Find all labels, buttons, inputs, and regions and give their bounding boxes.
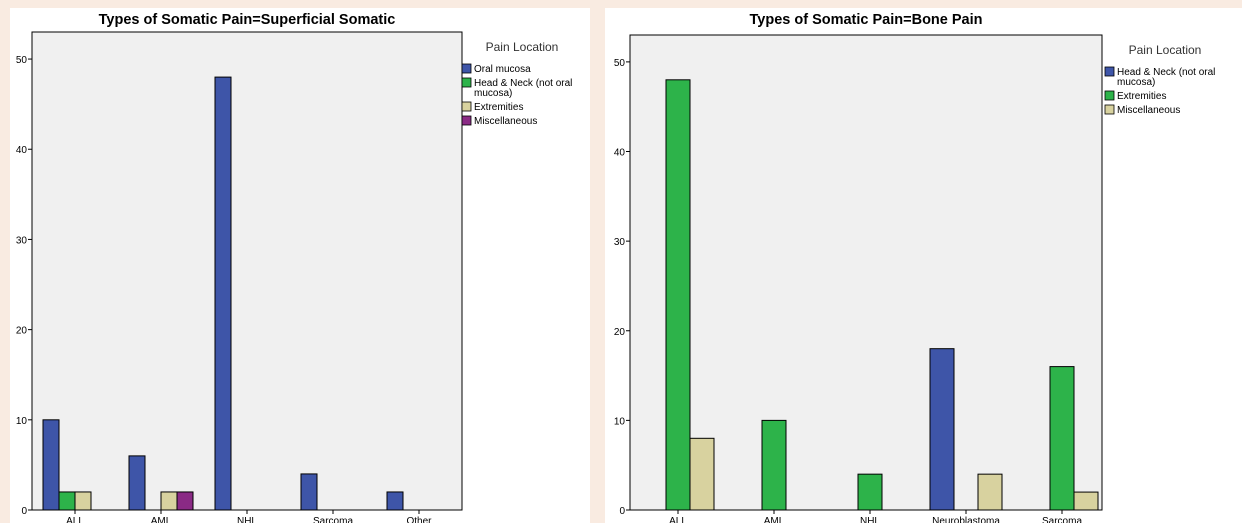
y-tick-label: 10	[614, 416, 626, 427]
bar	[1049, 366, 1075, 511]
bar	[857, 473, 883, 511]
y-tick-label: 30	[614, 237, 626, 248]
bar	[300, 473, 318, 511]
chart-panel-bone-pain: Types of Somatic Pain=Bone Pain 0 10 20 30 40…	[605, 8, 1242, 523]
x-tick-label: Other	[406, 516, 432, 523]
plot-area	[31, 31, 463, 511]
y-tick-label: 30	[16, 235, 28, 246]
legend-label: Miscellaneous	[474, 116, 537, 127]
plot-area	[629, 34, 1103, 511]
bar	[977, 473, 1003, 511]
chart-superficial-somatic: Types of Somatic Pain=Superficial Somati…	[16, 12, 573, 523]
legend-label: Extremities	[1117, 91, 1166, 102]
x-tick-label: NHL	[860, 516, 880, 523]
bar	[176, 491, 194, 511]
legend-swatch	[461, 77, 472, 88]
legend-label: Head & Neck (not oral mucosa)	[1117, 67, 1215, 88]
y-tick-label: 20	[16, 326, 28, 337]
bar	[58, 491, 76, 511]
y-tick-label: 0	[21, 506, 27, 517]
legend-title: Pain Location	[486, 40, 559, 54]
legend-swatch	[461, 63, 472, 74]
bar	[386, 491, 404, 511]
y-tick-label: 50	[16, 55, 28, 66]
x-tick-label: ALL	[669, 516, 687, 523]
bar	[214, 76, 232, 511]
bar	[1073, 491, 1099, 511]
x-tick-label: Neuroblastoma	[932, 516, 1000, 523]
chart-panel-superficial-somatic: Types of Somatic Pain=Superficial Somati…	[10, 8, 590, 523]
x-tick-label: ALL	[66, 516, 84, 523]
legend: Pain Location Oral mucosa Head & Neck (not…	[461, 40, 572, 127]
bar	[761, 419, 787, 511]
y-tick-label: 0	[619, 506, 625, 517]
y-tick-label: 40	[16, 145, 28, 156]
x-tick-label: Sarcoma	[1042, 516, 1082, 523]
legend: Pain Location Head & Neck (not oral mucosa…	[1104, 43, 1215, 116]
bar	[128, 455, 146, 511]
x-tick-label: NHL	[237, 516, 257, 523]
legend-swatch	[1104, 104, 1115, 115]
legend-title: Pain Location	[1129, 43, 1202, 57]
bar	[160, 491, 178, 511]
y-tick-label: 10	[16, 416, 28, 427]
chart-title: Types of Somatic Pain=Superficial Somati…	[99, 12, 396, 28]
legend-label: Head & Neck (not oral mucosa)	[474, 78, 572, 99]
bar	[929, 348, 955, 511]
legend-label: Extremities	[474, 102, 523, 113]
bar	[42, 419, 60, 511]
y-tick-label: 50	[614, 58, 626, 69]
legend-swatch	[1104, 90, 1115, 101]
y-tick-label: 40	[614, 148, 626, 159]
x-tick-label: Sarcoma	[313, 516, 353, 523]
y-tick-label: 20	[614, 327, 626, 338]
bar	[74, 491, 92, 511]
legend-label: Oral mucosa	[474, 64, 531, 75]
bar	[665, 79, 691, 511]
x-tick-label: AML	[764, 516, 785, 523]
legend-label: Miscellaneous	[1117, 105, 1180, 116]
legend-swatch	[461, 115, 472, 126]
x-tick-label: AML	[151, 516, 172, 523]
legend-swatch	[461, 101, 472, 112]
chart-title: Types of Somatic Pain=Bone Pain	[750, 12, 983, 28]
legend-swatch	[1104, 66, 1115, 77]
bar	[689, 437, 715, 511]
chart-bone-pain: Types of Somatic Pain=Bone Pain 0 10 20 30 40…	[614, 12, 1216, 523]
